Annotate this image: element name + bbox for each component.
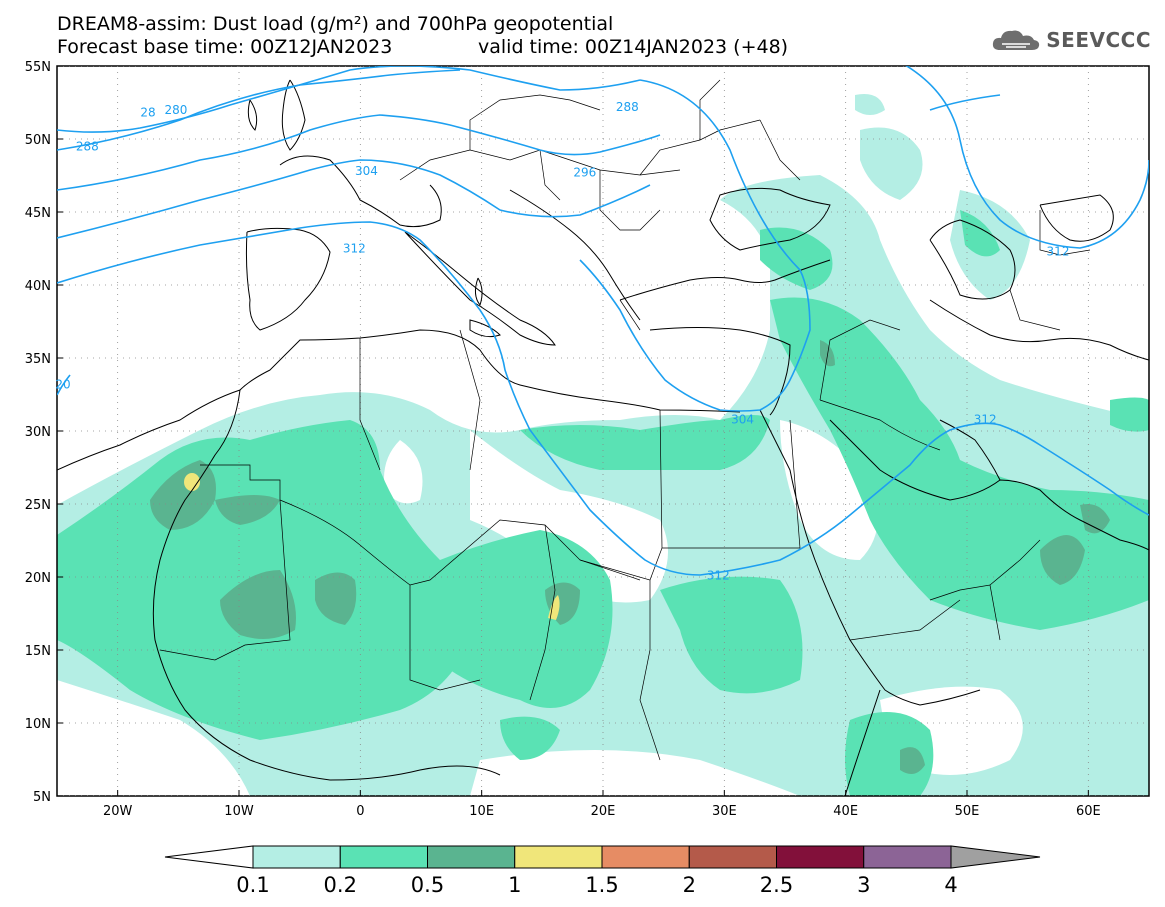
colorbar-label: 2	[683, 873, 696, 897]
colorbar-segment	[776, 845, 865, 869]
contour-label: 296	[573, 166, 596, 180]
colorbar-label: 4	[944, 873, 957, 897]
lat-tick-label: 10N	[25, 717, 51, 732]
lat-tick-label: 40N	[25, 279, 51, 294]
contour-label: 20	[55, 377, 70, 391]
contour-label: 304	[355, 164, 378, 178]
seevccc-logo: SEEVCCC	[990, 26, 1151, 54]
colorbar-segment	[601, 845, 690, 869]
contour-label: 280	[164, 103, 187, 117]
lat-tick-label: 45N	[25, 206, 51, 221]
colorbar-segment	[863, 845, 952, 869]
contour-labels: 28 280 288 288 296 304 312 304 312 312 312 20	[55, 100, 1069, 583]
geopotential-contours	[57, 66, 1149, 576]
contour-label: 312	[343, 242, 366, 256]
colorbar-label: 0.5	[411, 873, 444, 897]
contour-label: 312	[707, 569, 730, 583]
lon-tick-label: 50E	[955, 804, 980, 819]
latitude-labels: 55N 50N 45N 40N 35N 30N 25N 20N 15N 10N 5N	[25, 60, 63, 805]
colorbar-label: 3	[857, 873, 870, 897]
colorbar-label: 0.2	[324, 873, 357, 897]
lon-tick-label: 0	[356, 804, 364, 819]
contour-label: 304	[731, 412, 754, 426]
valid-time: valid time: 00Z14JAN2023 (+48)	[478, 36, 789, 58]
lon-tick-label: 10E	[469, 804, 494, 819]
graticule	[57, 66, 1149, 796]
colorbar-segment	[427, 845, 516, 869]
lat-tick-label: 55N	[25, 60, 51, 75]
colorbar-label: 1.5	[585, 873, 618, 897]
coastlines	[57, 79, 1149, 796]
colorbar-label: 0.1	[236, 873, 269, 897]
colorbar-labels: 0.1 0.2 0.5 1 1.5 2 2.5 3 4	[236, 873, 957, 897]
lat-tick-label: 50N	[25, 133, 51, 148]
contour-label: 288	[616, 100, 639, 114]
colorbar-label: 1	[508, 873, 521, 897]
colorbar-segment	[339, 845, 428, 869]
title-line-1: DREAM8-assim: Dust load (g/m²) and 700hP…	[57, 13, 614, 35]
colorbar-label: 2.5	[760, 873, 793, 897]
lat-tick-label: 20N	[25, 571, 51, 586]
map-frame	[56, 65, 1150, 797]
lon-tick-label: 20W	[103, 804, 133, 819]
lat-tick-label: 15N	[25, 644, 51, 659]
colorbar-segment	[514, 845, 603, 869]
contour-label: 312	[1047, 244, 1070, 258]
contour-label: 288	[76, 139, 99, 153]
country-borders	[159, 79, 1091, 761]
colorbar-segment	[252, 845, 341, 869]
lon-tick-label: 40E	[833, 804, 858, 819]
lon-tick-label: 60E	[1076, 804, 1101, 819]
lat-tick-label: 25N	[25, 498, 51, 513]
colorbar-segment	[688, 845, 777, 869]
lat-tick-label: 5N	[33, 790, 51, 805]
lon-tick-label: 30E	[712, 804, 737, 819]
contour-label: 28	[140, 106, 155, 120]
lon-tick-label: 20E	[591, 804, 616, 819]
lat-tick-label: 35N	[25, 352, 51, 367]
cloud-icon	[993, 30, 1040, 50]
contour-label: 312	[974, 412, 997, 426]
lat-tick-label: 30N	[25, 425, 51, 440]
lon-tick-label: 10W	[224, 804, 254, 819]
colorbar-over-arrow	[950, 845, 1041, 869]
colorbar-under-arrow	[164, 845, 254, 869]
colorbar	[164, 845, 1041, 869]
longitude-labels: 20W 10W 0 10E 20E 30E 40E 50E 60E	[103, 790, 1101, 819]
dust-shading	[57, 94, 1149, 796]
logo-text: SEEVCCC	[1046, 28, 1151, 52]
forecast-base-time: Forecast base time: 00Z12JAN2023	[57, 36, 393, 58]
